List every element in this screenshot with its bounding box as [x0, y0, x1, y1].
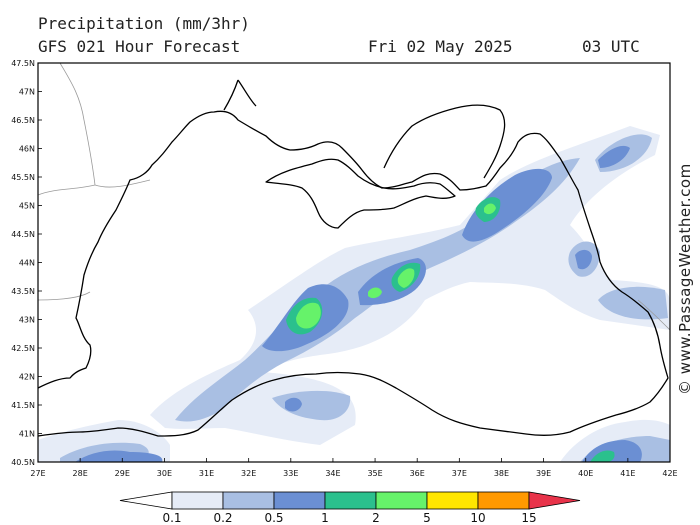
- border-bulgaria: [38, 291, 91, 301]
- lat-label: 45.5N: [11, 173, 35, 182]
- latitude-axis: 47.5N 47N 46.5N 46N 45.5N 45N 44.5N 44N 43.5N 43N…: [11, 59, 42, 467]
- watermark: © www.PassageWeather.com: [676, 163, 694, 395]
- lat-label: 41N: [19, 430, 35, 439]
- precip-core-sw: [75, 450, 163, 462]
- precip-max-crimea: [296, 302, 321, 329]
- colorbar-label: 2: [372, 511, 380, 525]
- colorbar-swatch: [477, 491, 530, 510]
- lon-label: 30E: [157, 469, 172, 478]
- colorbar-label: 0.1: [162, 511, 181, 525]
- precip-max-small: [368, 287, 382, 299]
- lon-label: 32E: [241, 469, 256, 478]
- forecast-date: Fri 02 May 2025: [368, 37, 513, 56]
- lat-label: 42N: [19, 373, 35, 382]
- colorbar-swatch: [375, 491, 428, 510]
- precip-core-sinop: [285, 397, 302, 412]
- lat-label: 46N: [19, 145, 35, 154]
- coastlines: [38, 79, 669, 437]
- lon-label: 40E: [578, 469, 593, 478]
- colorbar-swatch: [426, 491, 479, 510]
- lon-label: 41E: [620, 469, 635, 478]
- lon-label: 35E: [367, 469, 382, 478]
- colorbar: 0.1 0.2 0.5 1 2 5 10 15: [119, 491, 581, 525]
- lon-label: 37E: [452, 469, 467, 478]
- precip-max-kerch: [397, 268, 415, 288]
- lon-label: 36E: [410, 469, 425, 478]
- colorbar-label: 1: [321, 511, 329, 525]
- lat-label: 43.5N: [11, 287, 35, 296]
- coast-black-sea: [38, 110, 669, 437]
- precip-core-east: [598, 145, 630, 168]
- lon-label: 42E: [662, 469, 677, 478]
- forecast-subtitle: GFS 021 Hour Forecast: [38, 37, 241, 56]
- lon-label: 39E: [536, 469, 551, 478]
- coast-azov: [383, 104, 506, 179]
- colorbar-swatch: [273, 491, 326, 510]
- colorbar-swatch: [324, 491, 377, 510]
- precip-max-taman: [484, 203, 496, 215]
- map-title: Precipitation (mm/3hr): [38, 14, 250, 33]
- lon-label: 33E: [283, 469, 298, 478]
- coast-crimea: [265, 158, 456, 229]
- forecast-time: 03 UTC: [582, 37, 640, 56]
- colorbar-label: 5: [423, 511, 431, 525]
- lat-label: 47.5N: [11, 59, 35, 68]
- colorbar-swatch: [222, 491, 275, 510]
- lat-label: 47N: [19, 88, 35, 97]
- precip-heavy-se: [590, 450, 615, 462]
- precipitation-field: [38, 126, 670, 462]
- border-romania: [38, 184, 96, 196]
- colorbar-arrow-low: [119, 491, 173, 510]
- lat-label: 46.5N: [11, 116, 35, 125]
- border-georgia: [637, 299, 670, 331]
- border-lines: [38, 63, 670, 331]
- lon-label: 29E: [115, 469, 130, 478]
- lon-label: 28E: [73, 469, 88, 478]
- colorbar-label: 10: [470, 511, 485, 525]
- colorbar-label: 0.2: [213, 511, 232, 525]
- colorbar-label: 0.5: [264, 511, 283, 525]
- colorbar-label: 15: [521, 511, 536, 525]
- lon-label: 31E: [199, 469, 214, 478]
- lat-label: 44N: [19, 259, 35, 268]
- lat-label: 40.5N: [11, 458, 35, 467]
- colorbar-arrow-high: [528, 491, 581, 510]
- lat-label: 41.5N: [11, 401, 35, 410]
- lat-label: 44.5N: [11, 230, 35, 239]
- precip-core-batumi: [575, 249, 592, 270]
- lon-label: 27E: [30, 469, 45, 478]
- lon-label: 34E: [325, 469, 340, 478]
- lat-label: 42.5N: [11, 344, 35, 353]
- colorbar-swatch: [171, 491, 224, 510]
- longitude-axis: 27E 28E 29E 30E 31E 32E 33E 34E 35E 36E 37E 38E 39E 4…: [30, 458, 678, 478]
- lon-label: 38E: [494, 469, 509, 478]
- precip-core-novoross: [462, 168, 552, 242]
- lat-label: 43N: [19, 316, 35, 325]
- border-moldova: [59, 63, 151, 188]
- coast-dnieper: [223, 79, 257, 111]
- lat-label: 45N: [19, 202, 35, 211]
